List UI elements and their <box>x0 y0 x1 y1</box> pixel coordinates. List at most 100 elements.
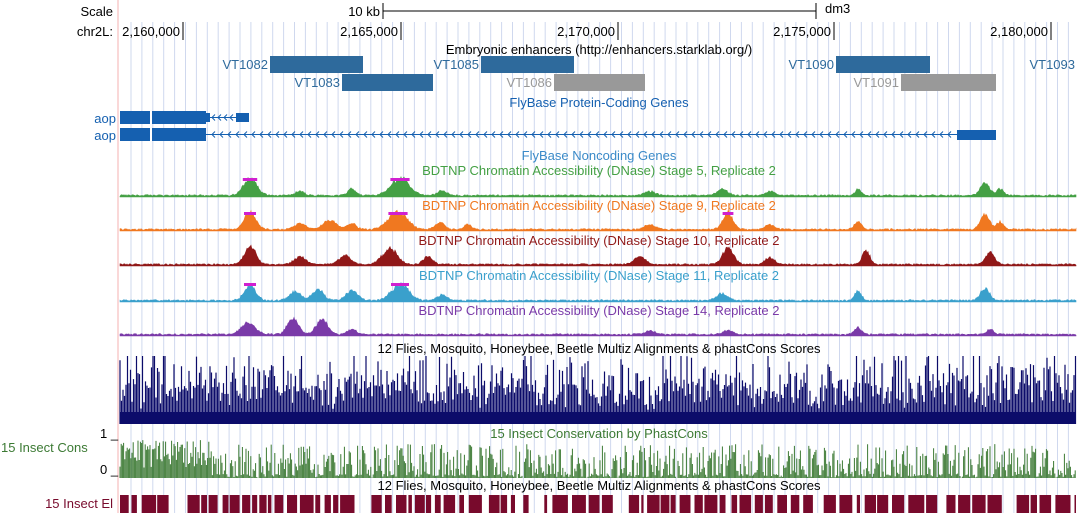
conserved-element[interactable] <box>892 495 905 513</box>
conserved-element[interactable] <box>679 495 691 513</box>
conserved-element[interactable] <box>754 495 763 513</box>
conserved-element[interactable] <box>434 495 441 513</box>
conserved-element[interactable] <box>877 495 889 513</box>
dnase-track-title[interactable]: BDTNP Chromatin Accessibility (DNase) St… <box>422 163 776 178</box>
conserved-element[interactable] <box>242 495 251 513</box>
conserved-element[interactable] <box>1074 495 1077 513</box>
conserved-element[interactable] <box>764 495 773 513</box>
conserved-element[interactable] <box>324 495 331 513</box>
conserved-element[interactable] <box>739 495 752 513</box>
conserved-element[interactable] <box>157 495 169 513</box>
enhancer-block-vt1086[interactable] <box>554 74 645 91</box>
conserved-element[interactable] <box>414 495 425 513</box>
phastcons-track-title[interactable]: 15 Insect Conservation by PhastCons <box>490 426 708 441</box>
conserved-element[interactable] <box>790 495 800 513</box>
conserved-element[interactable] <box>839 495 853 513</box>
conserved-element[interactable] <box>396 495 407 513</box>
conserved-element[interactable] <box>229 495 240 513</box>
conserved-element[interactable] <box>299 495 314 513</box>
conserved-element[interactable] <box>523 495 529 513</box>
conserved-element[interactable] <box>287 495 298 513</box>
conserved-element[interactable] <box>252 495 258 513</box>
dnase-track-title[interactable]: BDTNP Chromatin Accessibility (DNase) St… <box>418 233 779 248</box>
conserved-element[interactable] <box>987 495 1002 513</box>
conserved-element[interactable] <box>544 495 548 513</box>
conserved-element[interactable] <box>315 495 321 513</box>
enhancer-block-vt1083[interactable] <box>342 74 433 91</box>
conserved-element[interactable] <box>588 495 600 513</box>
conserved-element[interactable] <box>803 495 813 513</box>
conserved-element[interactable] <box>468 495 482 513</box>
conserved-element[interactable] <box>201 495 207 513</box>
conserved-element[interactable] <box>340 495 355 513</box>
gene-label-aop-2[interactable]: aop <box>94 128 116 143</box>
enhancer-block-vt1090[interactable] <box>836 56 930 73</box>
enhancer-label-vt1083[interactable]: VT1083 <box>294 75 340 90</box>
enhancer-block-vt1082[interactable] <box>270 56 363 73</box>
conserved-element[interactable] <box>908 495 925 513</box>
conserved-element[interactable] <box>864 495 876 513</box>
conserved-element[interactable] <box>408 495 412 513</box>
enhancer-label-vt1082[interactable]: VT1082 <box>222 57 268 72</box>
conserved-element[interactable] <box>926 495 938 513</box>
conserved-element[interactable] <box>371 495 382 513</box>
conserved-element[interactable] <box>958 495 971 513</box>
conserved-element[interactable] <box>1039 495 1052 513</box>
multiz-track-title[interactable]: 12 Flies, Mosquito, Honeybee, Beetle Mul… <box>378 341 821 356</box>
conserved-element[interactable] <box>972 495 986 513</box>
conserved-element[interactable] <box>1016 495 1030 513</box>
conserved-element[interactable] <box>777 495 787 513</box>
conserved-element[interactable] <box>274 495 284 513</box>
conserved-element[interactable] <box>704 495 718 513</box>
conserved-element[interactable] <box>670 495 676 513</box>
exon-block[interactable] <box>152 128 206 141</box>
exon-block[interactable] <box>120 128 150 141</box>
conserved-element[interactable] <box>443 495 456 513</box>
conserved-element[interactable] <box>131 495 137 513</box>
enhancer-label-vt1086[interactable]: VT1086 <box>506 75 552 90</box>
conserved-element[interactable] <box>208 495 218 513</box>
conserved-element[interactable] <box>731 495 738 513</box>
dnase-track-title[interactable]: BDTNP Chromatin Accessibility (DNase) St… <box>422 198 776 213</box>
exon-block[interactable] <box>957 130 996 140</box>
conserved-element[interactable] <box>120 495 129 513</box>
conserved-element[interactable] <box>267 495 272 513</box>
phastcons-side-label[interactable]: 15 Insect Cons <box>1 440 88 455</box>
enhancer-block-vt1085[interactable] <box>481 56 574 73</box>
gene-label-aop-1[interactable]: aop <box>94 111 116 126</box>
enhancer-block-vt1091[interactable] <box>901 74 996 91</box>
conserved-element[interactable] <box>333 495 339 513</box>
conserved-element[interactable] <box>856 495 860 513</box>
coding-genes-track-title[interactable]: FlyBase Protein-Coding Genes <box>509 95 689 110</box>
conserved-element[interactable] <box>552 495 568 513</box>
conserved-element[interactable] <box>259 495 267 513</box>
enhancers-track-title[interactable]: Embryonic enhancers (http://enhancers.st… <box>446 42 752 57</box>
elements-track-title[interactable]: 12 Flies, Mosquito, Honeybee, Beetle Mul… <box>378 478 821 493</box>
conserved-element[interactable] <box>660 495 670 513</box>
conserved-element[interactable] <box>500 495 508 513</box>
conserved-element[interactable] <box>488 495 500 513</box>
dnase-track-title[interactable]: BDTNP Chromatin Accessibility (DNase) St… <box>418 303 779 318</box>
conserved-element[interactable] <box>426 495 432 513</box>
conserved-element[interactable] <box>1030 495 1037 513</box>
enhancer-label-vt1090[interactable]: VT1090 <box>788 57 834 72</box>
exon-block[interactable] <box>236 113 249 122</box>
conserved-element[interactable] <box>222 495 229 513</box>
conserved-element[interactable] <box>694 495 703 513</box>
conserved-element[interactable] <box>459 495 464 513</box>
conserved-element[interactable] <box>510 495 515 513</box>
conserved-element[interactable] <box>601 495 613 513</box>
conserved-element[interactable] <box>946 495 956 513</box>
conserved-element[interactable] <box>572 495 586 513</box>
conserved-element[interactable] <box>719 495 726 513</box>
conserved-element[interactable] <box>385 495 392 513</box>
conserved-element[interactable] <box>641 495 644 513</box>
conserved-element[interactable] <box>187 495 200 513</box>
conserved-element[interactable] <box>141 495 157 513</box>
exon-block[interactable] <box>120 111 150 124</box>
conserved-element[interactable] <box>823 495 836 513</box>
enhancer-label-vt1093[interactable]: VT1093 <box>1029 57 1075 72</box>
noncoding-genes-track-title[interactable]: FlyBase Noncoding Genes <box>522 148 677 163</box>
conserved-element[interactable] <box>1055 495 1071 513</box>
